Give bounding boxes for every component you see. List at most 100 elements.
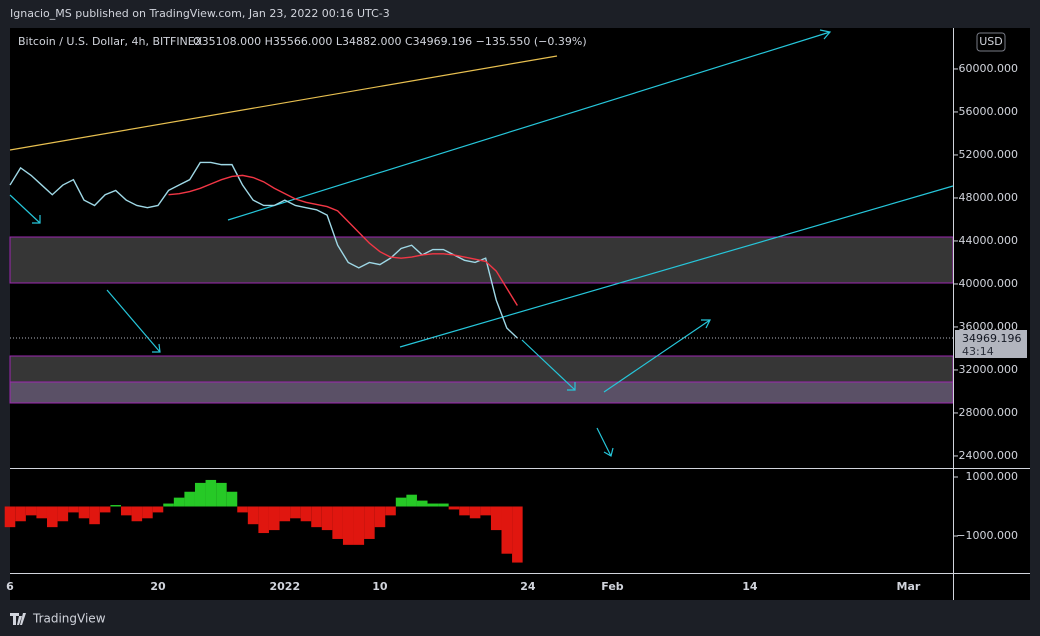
- histogram-bar: [459, 506, 470, 516]
- arrow: [603, 319, 711, 393]
- histogram-bar: [99, 506, 111, 513]
- y-tick-label: 24000.000: [959, 449, 1019, 462]
- y-tick-label: 28000.000: [959, 406, 1019, 419]
- zone: [9, 355, 954, 383]
- histogram-bar: [142, 506, 153, 519]
- last-price-label: 34969.196: [962, 332, 1022, 345]
- price-line: [168, 174, 518, 306]
- histogram-bar: [342, 506, 354, 545]
- histogram-bar: [36, 506, 47, 519]
- y-tick-label: 36000.000: [959, 320, 1019, 333]
- histogram-bar: [15, 506, 26, 522]
- arrow-head: [701, 319, 711, 329]
- y-tick-label: 52000.000: [959, 148, 1019, 161]
- histogram-bar: [512, 506, 523, 563]
- trend-line: [9, 55, 558, 151]
- histogram-bar: [237, 506, 248, 513]
- currency[interactable]: USD: [979, 35, 1003, 48]
- histogram-bar: [469, 506, 481, 519]
- arrow-head: [567, 382, 576, 391]
- price-label-box: [955, 330, 1027, 358]
- histogram-bar: [216, 482, 227, 507]
- y-tick-label: 32000.000: [959, 363, 1019, 376]
- currency-button[interactable]: [976, 32, 1006, 52]
- x-tick-label: Feb: [601, 580, 624, 593]
- arrow-head: [32, 215, 41, 224]
- histogram-bar: [4, 506, 16, 528]
- x-tick-label: 2022: [270, 580, 301, 593]
- histogram-bar: [226, 491, 238, 507]
- histogram-bar: [321, 506, 333, 531]
- histogram-bar: [25, 506, 37, 516]
- x-tick-label: 14: [742, 580, 758, 593]
- histogram-bar: [258, 506, 269, 534]
- histogram-bar: [406, 494, 417, 507]
- histogram-bar: [89, 506, 100, 525]
- x-tick-label: 20: [150, 580, 166, 593]
- histogram-bar: [290, 506, 301, 519]
- histogram-bar: [395, 497, 407, 507]
- arrow-head: [152, 343, 161, 353]
- trend-line: [399, 185, 954, 348]
- histogram-bar: [427, 503, 439, 507]
- arrow: [106, 289, 161, 353]
- histogram-bar: [194, 482, 206, 507]
- histogram-bar: [268, 506, 280, 531]
- arrow: [596, 427, 612, 457]
- histogram-bar: [490, 506, 502, 531]
- histogram-bar: [438, 503, 449, 507]
- trend-line: [227, 31, 831, 221]
- y-tick-label: −1000.000: [956, 529, 1018, 542]
- histogram-bar: [332, 506, 343, 539]
- histogram-bar: [247, 506, 259, 525]
- plot: 1000.000 −1000.000 6 20 2022 10 24 Feb 14 Mar: [4, 161, 1019, 593]
- histogram-bar: [205, 479, 217, 507]
- x-tick-label: 6: [6, 580, 14, 593]
- arrow-head: [819, 29, 832, 40]
- y-tick-label: 60000.000: [959, 62, 1019, 75]
- ohlc: O35108.000 H35566.000 L34882.000 C34969.…: [193, 35, 587, 48]
- x-tick-label: 10: [372, 580, 388, 593]
- histogram-bar: [416, 500, 428, 507]
- arrow: [9, 194, 41, 224]
- brand: TradingView: [32, 612, 106, 626]
- y-tick-label: 44000.000: [959, 234, 1019, 247]
- histogram-bar: [364, 506, 375, 539]
- histogram-bar: [184, 491, 195, 507]
- symbol: Bitcoin / U.S. Dollar, 4h, BITFINEX: [18, 35, 203, 48]
- y-tick-label: 48000.000: [959, 191, 1019, 204]
- histogram-bar: [120, 506, 132, 516]
- histogram-bar: [173, 497, 185, 507]
- histogram-bar: [163, 503, 174, 507]
- histogram-bar: [448, 506, 460, 510]
- logo: [10, 613, 26, 625]
- arrow-head: [603, 447, 614, 457]
- histogram-bar: [68, 506, 79, 513]
- histogram-bar: [300, 506, 312, 522]
- histogram-bar: [78, 506, 90, 519]
- y-tick-label: 40000.000: [959, 277, 1019, 290]
- x-tick-label: Mar: [897, 580, 921, 593]
- y-tick-label: 1000.000: [966, 470, 1019, 483]
- x-tick-label: 24: [520, 580, 536, 593]
- price-line: [9, 161, 518, 339]
- arrow: [521, 339, 576, 391]
- overlay: 24000.000 28000.000 32000.000 36000.000 4000…: [953, 62, 1027, 462]
- histogram-bar: [152, 506, 164, 513]
- drawings: [9, 29, 954, 457]
- countdown: 43:14: [962, 345, 994, 358]
- histogram-bar: [480, 506, 491, 516]
- histogram-bar: [279, 506, 291, 522]
- histogram-bar: [46, 506, 58, 528]
- histogram-bar: [353, 506, 365, 545]
- histogram-bar: [57, 506, 69, 522]
- brand-logo: [10, 613, 26, 625]
- zone: [9, 381, 954, 404]
- histogram-bar: [311, 506, 322, 528]
- histogram-bar: [501, 506, 513, 554]
- histogram-bar: [131, 506, 143, 522]
- y-tick-label: 56000.000: [959, 105, 1019, 118]
- histogram-bar: [374, 506, 386, 528]
- histogram-bar: [385, 506, 396, 516]
